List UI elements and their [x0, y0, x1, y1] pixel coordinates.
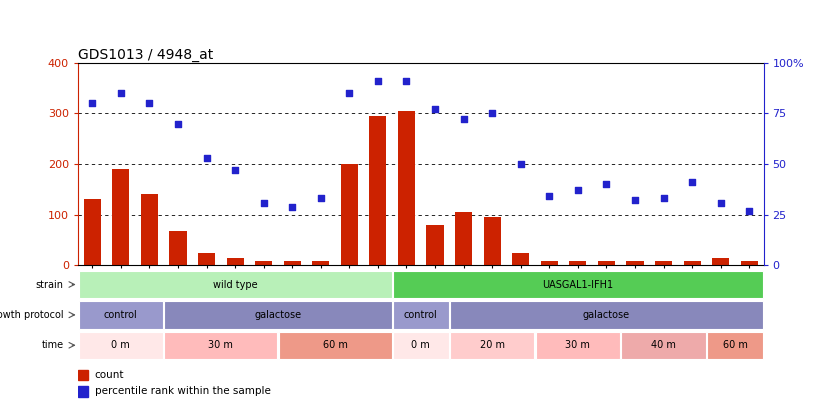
Bar — [341, 164, 358, 265]
Point — [400, 78, 413, 84]
Point — [743, 207, 756, 214]
Point — [543, 193, 556, 200]
Bar — [484, 217, 501, 265]
Bar — [84, 199, 101, 265]
Bar — [426, 225, 443, 265]
Bar — [278, 332, 392, 359]
Bar — [450, 332, 534, 359]
Bar — [655, 261, 672, 265]
Bar — [684, 261, 700, 265]
Bar — [79, 301, 163, 328]
Text: 30 m: 30 m — [566, 340, 590, 350]
Text: 30 m: 30 m — [209, 340, 233, 350]
Bar — [392, 271, 763, 298]
Text: 40 m: 40 m — [651, 340, 676, 350]
Text: 60 m: 60 m — [323, 340, 347, 350]
Bar — [541, 261, 558, 265]
Bar — [598, 261, 615, 265]
Bar — [398, 111, 415, 265]
Bar — [79, 271, 392, 298]
Point — [371, 78, 384, 84]
Bar — [535, 332, 620, 359]
Bar — [79, 332, 163, 359]
Text: UASGAL1-IFH1: UASGAL1-IFH1 — [543, 279, 613, 290]
Text: strain: strain — [35, 279, 64, 290]
Text: galactose: galactose — [583, 310, 630, 320]
Bar — [450, 301, 763, 328]
Bar — [712, 258, 729, 265]
Bar — [78, 370, 89, 380]
Point — [628, 197, 641, 204]
Point — [429, 106, 442, 113]
Text: count: count — [94, 370, 124, 380]
Point — [85, 100, 99, 107]
Text: control: control — [104, 310, 138, 320]
Point — [714, 199, 727, 206]
Bar — [369, 116, 387, 265]
Point — [114, 90, 127, 96]
Bar — [392, 301, 449, 328]
Point — [172, 120, 185, 127]
Bar — [569, 261, 586, 265]
Text: 0 m: 0 m — [112, 340, 131, 350]
Point — [314, 195, 328, 202]
Point — [600, 181, 613, 188]
Bar — [255, 261, 273, 265]
Bar — [392, 332, 449, 359]
Point — [514, 161, 527, 167]
Text: time: time — [42, 340, 64, 350]
Bar — [312, 261, 329, 265]
Bar — [227, 258, 244, 265]
Bar — [284, 261, 300, 265]
Text: 20 m: 20 m — [479, 340, 505, 350]
Bar — [455, 212, 472, 265]
Bar — [626, 261, 644, 265]
Point — [228, 167, 241, 173]
Bar — [621, 332, 706, 359]
Point — [686, 179, 699, 185]
Text: GDS1013 / 4948_at: GDS1013 / 4948_at — [78, 48, 213, 62]
Point — [457, 116, 470, 123]
Text: control: control — [404, 310, 438, 320]
Point — [257, 199, 270, 206]
Bar — [512, 253, 530, 265]
Bar — [198, 253, 215, 265]
Text: wild type: wild type — [213, 279, 258, 290]
Bar — [707, 332, 763, 359]
Point — [571, 187, 585, 194]
Text: percentile rank within the sample: percentile rank within the sample — [94, 386, 270, 396]
Point — [343, 90, 356, 96]
Point — [200, 155, 213, 161]
Text: growth protocol: growth protocol — [0, 310, 64, 320]
Bar — [164, 332, 277, 359]
Bar — [741, 261, 758, 265]
Point — [143, 100, 156, 107]
Point — [485, 110, 498, 117]
Bar — [78, 386, 89, 396]
Bar — [112, 169, 130, 265]
Bar — [164, 301, 392, 328]
Point — [657, 195, 670, 202]
Point — [286, 203, 299, 210]
Bar — [141, 194, 158, 265]
Text: galactose: galactose — [255, 310, 301, 320]
Text: 0 m: 0 m — [411, 340, 430, 350]
Text: 60 m: 60 m — [722, 340, 747, 350]
Bar — [169, 231, 186, 265]
